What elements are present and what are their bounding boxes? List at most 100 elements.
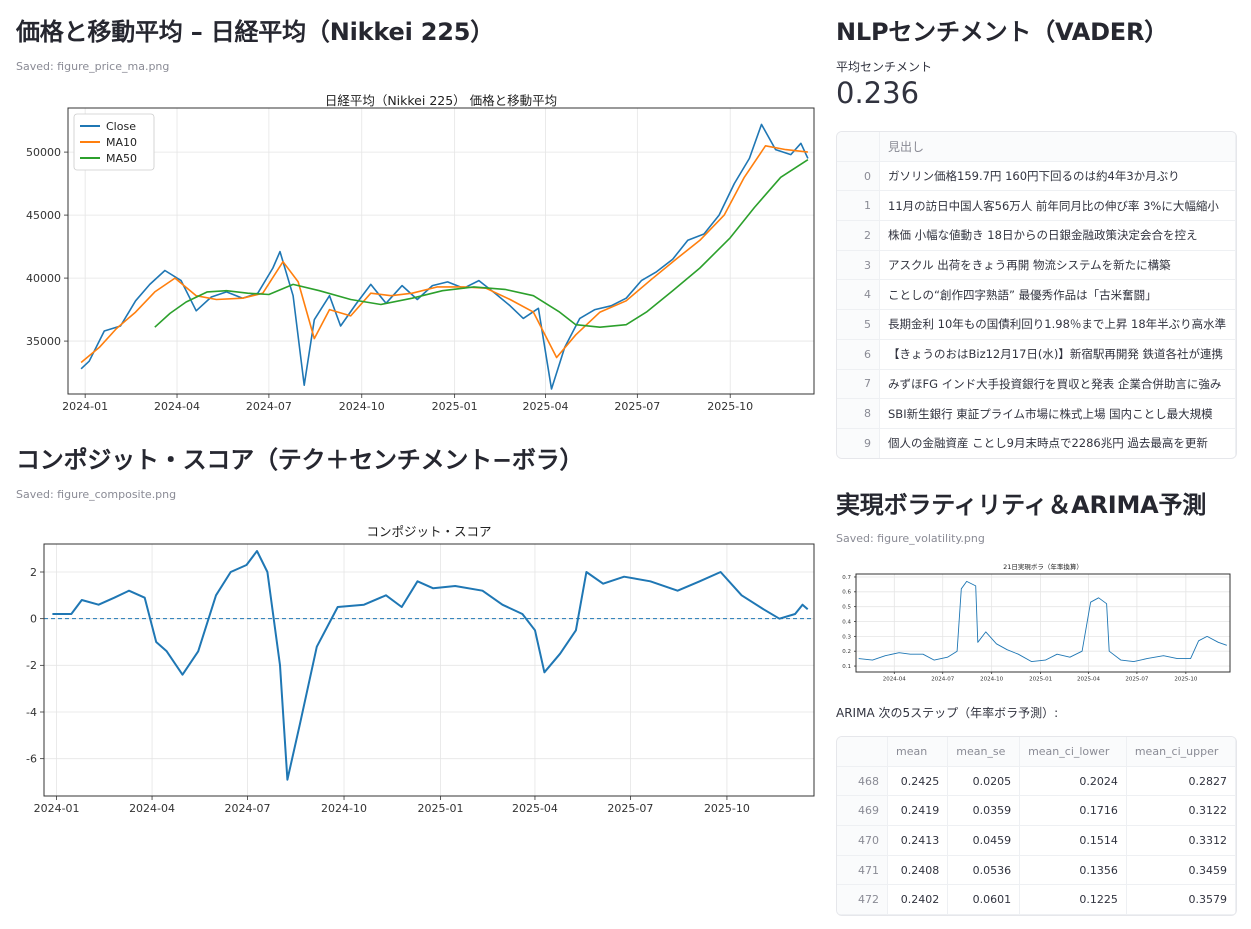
table-row[interactable]: 1 11月の訪日中国人客56万人 前年同月比の伸び率 3%に大幅縮小	[837, 190, 1236, 222]
headlines-table: 見出し 0 ガソリン価格159.7円 160円下回るのは約4年3か月ぶり 1 11月の…	[837, 132, 1236, 458]
row-index: 0	[837, 161, 880, 192]
headline-cell[interactable]: 株価 小幅な値動き 18日からの日銀金融政策決定会合を控え	[879, 220, 1236, 251]
arima-cell[interactable]: 0.0359	[947, 795, 1021, 827]
row-index: 471	[837, 855, 888, 886]
table-row[interactable]: 468 0.2425 0.0205 0.2024 0.2827	[837, 766, 1236, 797]
arima-cell[interactable]: 0.2827	[1126, 766, 1236, 797]
headline-cell[interactable]: 長期金利 10年もの国債利回り1.98％まで上昇 18年半ぶり高水準	[879, 309, 1236, 340]
chart-title: 日経平均（Nikkei 225） 価格と移動平均	[325, 93, 557, 108]
y-tick-label: 50000	[26, 146, 61, 159]
arima-cell[interactable]: 0.2402	[887, 884, 949, 915]
table-row[interactable]: 471 0.2408 0.0536 0.1356 0.3459	[837, 855, 1236, 886]
arima-cell[interactable]: 0.1514	[1019, 825, 1127, 856]
headline-cell[interactable]: ガソリン価格159.7円 160円下回るのは約4年3か月ぶり	[879, 161, 1236, 192]
x-tick-label: 2025-07	[1125, 677, 1148, 683]
x-tick-label: 2025-04	[1077, 677, 1100, 683]
y-tick-label: 0.6	[842, 590, 851, 596]
y-tick-label: 0.1	[842, 664, 851, 670]
row-index: 6	[837, 339, 880, 370]
arima-cell[interactable]: 0.1716	[1019, 795, 1127, 827]
arima-cell[interactable]: 0.2419	[887, 795, 949, 827]
legend-label: Close	[106, 120, 136, 133]
arima-column-header[interactable]: mean	[887, 737, 949, 767]
headline-cell[interactable]: アスクル 出荷をきょう再開 物流システムを新たに構築	[879, 250, 1236, 281]
headline-cell[interactable]: みずほFG インド大手投資銀行を買収と発表 企業合併助言に強み	[879, 369, 1236, 400]
chart-legend: Close MA10 MA50	[73, 113, 155, 171]
sentiment-metric-label: 平均センチメント	[836, 60, 933, 74]
table-row[interactable]: 7 みずほFG インド大手投資銀行を買収と発表 企業合併助言に強み	[837, 369, 1236, 400]
table-row[interactable]: 8 SBI新生銀行 東証プライム市場に株式上場 国内ことし最大規模	[837, 398, 1236, 429]
x-tick-label: 2024-10	[321, 802, 367, 815]
row-index: 3	[837, 250, 880, 281]
headline-cell[interactable]: 11月の訪日中国人客56万人 前年同月比の伸び率 3%に大幅縮小	[879, 190, 1236, 222]
headline-cell[interactable]: 個人の金融資産 ことし9月末時点で2286兆円 過去最高を更新	[879, 428, 1236, 458]
plot-frame	[855, 573, 1231, 673]
series-line-ma10	[80, 145, 808, 364]
arima-index-header	[837, 737, 888, 767]
arima-column-header[interactable]: mean_se	[947, 737, 1021, 767]
volatility-figure: 21日実現ボラ（年率換算） 2024-04 2024-07 2024-10 2025-0…	[836, 558, 1235, 688]
series-line-ma50	[154, 159, 809, 328]
x-tick-label: 2025-10	[1174, 677, 1197, 683]
table-row[interactable]: 469 0.2419 0.0359 0.1716 0.3122	[837, 795, 1236, 827]
x-tick-label: 2025-07	[614, 400, 660, 413]
y-tick-label: 0.4	[842, 619, 851, 625]
arima-column-header[interactable]: mean_ci_lower	[1019, 737, 1127, 767]
table-row[interactable]: 2 株価 小幅な値動き 18日からの日銀金融政策決定会合を控え	[837, 220, 1236, 251]
composite-figure-caption: Saved: figure_composite.png	[16, 488, 177, 501]
row-index: 8	[837, 398, 880, 429]
x-tick-label: 2025-07	[607, 802, 653, 815]
y-tick-label: -4	[26, 706, 37, 719]
table-row[interactable]: 0 ガソリン価格159.7円 160円下回るのは約4年3か月ぶり	[837, 161, 1236, 192]
y-tick-label: 0.2	[842, 649, 851, 655]
x-tick-label: 2024-01	[34, 802, 80, 815]
table-row[interactable]: 5 長期金利 10年もの国債利回り1.98％まで上昇 18年半ぶり高水準	[837, 309, 1236, 340]
arima-cell[interactable]: 0.1356	[1019, 855, 1127, 886]
sentiment-metric-value: 0.236	[836, 76, 920, 110]
x-tick-label: 2024-07	[931, 677, 954, 683]
arima-dataframe[interactable]: mean mean_se mean_ci_lower mean_ci_upper 46…	[836, 736, 1237, 916]
table-row[interactable]: 470 0.2413 0.0459 0.1514 0.3312	[837, 825, 1236, 856]
x-tick-label: 2024-10	[980, 677, 1003, 683]
headline-cell[interactable]: 【きょうのおはBiz12月17日(水)】新宿駅再開発 鉄道各社が連携	[879, 339, 1236, 370]
arima-cell[interactable]: 0.2024	[1019, 766, 1127, 797]
arima-cell[interactable]: 0.2408	[887, 855, 949, 886]
row-index: 4	[837, 279, 880, 311]
legend-label: MA10	[106, 136, 137, 149]
arima-cell[interactable]: 0.3459	[1126, 855, 1236, 886]
headlines-dataframe[interactable]: 見出し 0 ガソリン価格159.7円 160円下回るのは約4年3か月ぶり 1 11月の…	[836, 131, 1237, 459]
arima-cell[interactable]: 0.2413	[887, 825, 949, 856]
volatility-figure-caption: Saved: figure_volatility.png	[836, 532, 985, 545]
table-row[interactable]: 9 個人の金融資産 ことし9月末時点で2286兆円 過去最高を更新	[837, 428, 1236, 458]
y-tick-label: 35000	[26, 335, 61, 348]
legend-box	[73, 113, 155, 171]
arima-cell[interactable]: 0.3312	[1126, 825, 1236, 856]
table-row[interactable]: 6 【きょうのおはBiz12月17日(水)】新宿駅再開発 鉄道各社が連携	[837, 339, 1236, 370]
x-tick-label: 2025-04	[522, 400, 568, 413]
arima-cell[interactable]: 0.0459	[947, 825, 1021, 856]
headline-column-header[interactable]: 見出し	[879, 132, 1236, 162]
arima-cell[interactable]: 0.1225	[1019, 884, 1127, 915]
y-tick-label: 40000	[26, 272, 61, 285]
x-tick-label: 2024-01	[62, 400, 108, 413]
row-index: 472	[837, 884, 888, 915]
headline-cell[interactable]: ことしの“創作四字熟語” 最優秀作品は「古米奮闘」	[879, 279, 1236, 311]
row-index: 1	[837, 190, 880, 222]
arima-cell[interactable]: 0.3579	[1126, 884, 1236, 915]
x-tick-label: 2024-04	[154, 400, 200, 413]
plot-frame	[67, 107, 815, 395]
arima-cell[interactable]: 0.0536	[947, 855, 1021, 886]
arima-cell[interactable]: 0.0601	[947, 884, 1021, 915]
x-tick-label: 2025-10	[707, 400, 753, 413]
table-row[interactable]: 472 0.2402 0.0601 0.1225 0.3579	[837, 884, 1236, 915]
arima-table: mean mean_se mean_ci_lower mean_ci_upper 46…	[837, 737, 1236, 915]
row-index: 9	[837, 428, 880, 458]
table-row[interactable]: 3 アスクル 出荷をきょう再開 物流システムを新たに構築	[837, 250, 1236, 281]
headline-cell[interactable]: SBI新生銀行 東証プライム市場に株式上場 国内ことし最大規模	[879, 398, 1236, 429]
arima-cell[interactable]: 0.2425	[887, 766, 949, 797]
arima-column-header[interactable]: mean_ci_upper	[1126, 737, 1236, 767]
arima-cell[interactable]: 0.0205	[947, 766, 1021, 797]
table-row[interactable]: 4 ことしの“創作四字熟語” 最優秀作品は「古米奮闘」	[837, 279, 1236, 311]
arima-cell[interactable]: 0.3122	[1126, 795, 1236, 827]
